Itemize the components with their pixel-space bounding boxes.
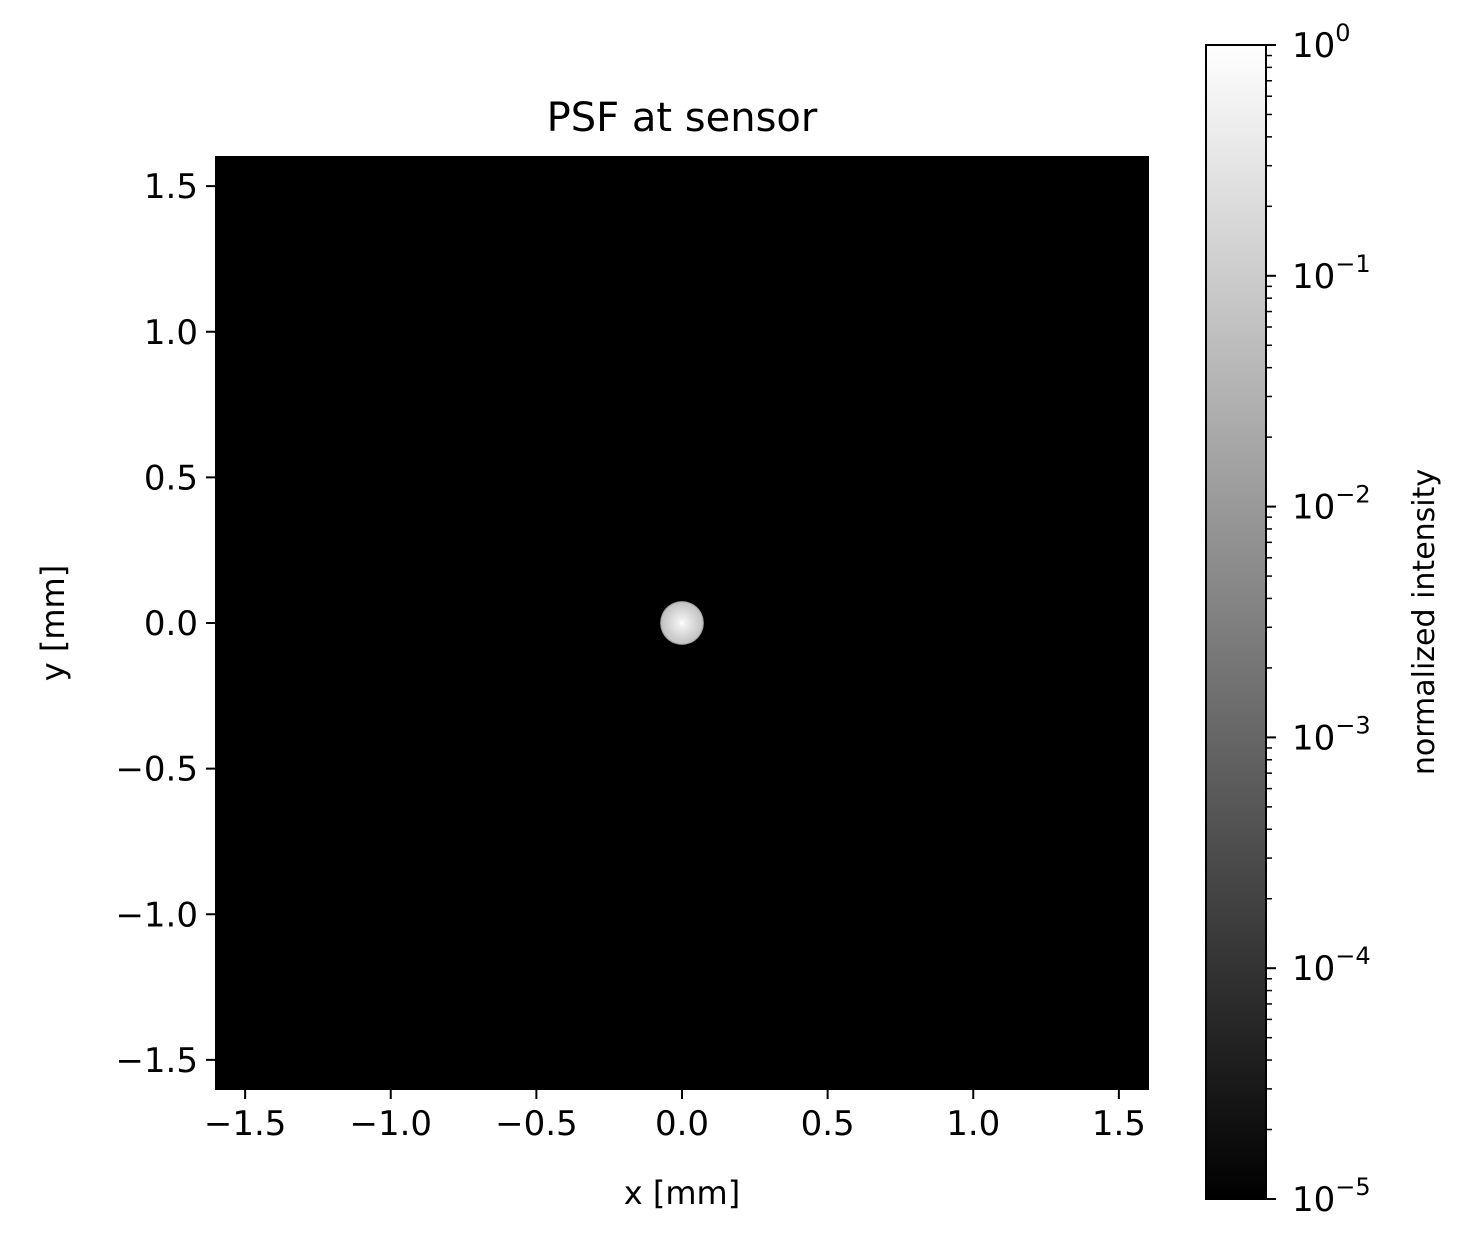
colorbar-ticks: 10−5 10−4 10−3 10−2 10−1 100 <box>1266 19 1371 1220</box>
x-tick-label: −1.5 <box>204 1104 287 1144</box>
psf-spot <box>660 601 704 645</box>
colorbar-tick-label: 10−5 <box>1292 1173 1371 1220</box>
y-axis: −1.5 −1.0 −0.5 0.0 0.5 1.0 1.5 <box>115 167 216 1081</box>
y-tick-label: 0.5 <box>144 458 198 498</box>
y-axis-label: y [mm] <box>34 565 72 681</box>
colorbar-tick-label: 10−1 <box>1292 250 1371 297</box>
colorbar: 10−5 10−4 10−3 10−2 10−1 100 <box>1205 19 1371 1220</box>
colorbar-tick-label: 10−3 <box>1292 711 1371 758</box>
y-tick-label: 1.0 <box>144 313 198 353</box>
x-axis-label: x [mm] <box>624 1174 740 1212</box>
x-tick-label: −0.5 <box>495 1104 578 1144</box>
x-tick-label: 1.0 <box>946 1104 1000 1144</box>
y-tick-label: −1.0 <box>115 895 198 935</box>
colorbar-gradient <box>1205 44 1267 1200</box>
x-tick-label: 0.0 <box>655 1104 709 1144</box>
colorbar-tick-label: 10−2 <box>1292 481 1371 528</box>
y-tick-label: −0.5 <box>115 750 198 790</box>
y-tick-label: 1.5 <box>144 167 198 207</box>
plot-area <box>215 156 1149 1090</box>
colorbar-tick-label: 100 <box>1292 19 1351 66</box>
chart-title: PSF at sensor <box>547 95 818 141</box>
x-axis: −1.5 −1.0 −0.5 0.0 0.5 1.0 1.5 <box>204 1089 1146 1144</box>
y-tick-label: 0.0 <box>144 604 198 644</box>
colorbar-tick-label: 10−4 <box>1292 942 1371 989</box>
x-tick-label: −1.0 <box>349 1104 432 1144</box>
colorbar-label: normalized intensity <box>1407 469 1442 775</box>
y-tick-label: −1.5 <box>115 1041 198 1081</box>
x-tick-label: 0.5 <box>801 1104 855 1144</box>
x-tick-label: 1.5 <box>1092 1104 1146 1144</box>
